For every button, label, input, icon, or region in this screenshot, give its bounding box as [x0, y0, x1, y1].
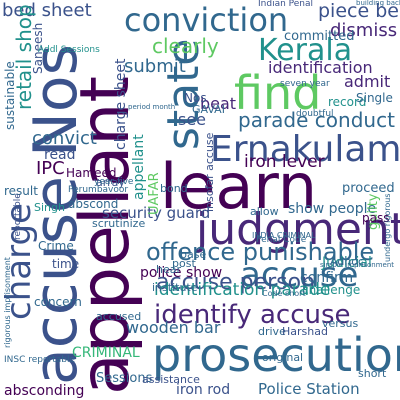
word-confirm: confirm — [300, 270, 354, 286]
word-admit: admit — [344, 72, 391, 91]
word-result: result — [4, 184, 38, 198]
word-see: see — [178, 110, 207, 129]
word-pass: pass — [362, 211, 390, 225]
word-drive: drive — [258, 325, 286, 338]
word-show-people: show people — [288, 201, 377, 217]
word-allow: allow — [250, 205, 279, 218]
word-read: read — [44, 147, 76, 163]
word-identification-parade: identification parade — [154, 280, 331, 300]
word-short: short — [358, 367, 387, 380]
word-india-criminal: INDIA CRIMINAL — [252, 231, 316, 240]
word-code-short: Code short — [262, 289, 306, 298]
word-criminal: CRIMINAL — [72, 345, 140, 361]
word-piece-bed: piece bed — [318, 0, 400, 22]
word-dismiss: dismiss — [330, 20, 398, 41]
word-harshad: Harshad — [282, 325, 328, 338]
word-versus: versus — [322, 317, 359, 330]
word-seven-year: seven year — [280, 79, 330, 89]
word-iron-rod: iron rod — [176, 382, 231, 398]
word-accuse: accuse — [240, 255, 359, 295]
word-doubtful: doubtful — [296, 109, 334, 119]
word-penal-code: Penal Code — [256, 235, 307, 245]
word-bond: bond — [160, 182, 188, 195]
word-submit: submit — [124, 56, 186, 77]
word-singh: Singh — [34, 201, 65, 214]
word-iron-lever: iron lever — [244, 152, 325, 172]
word-original: original — [262, 351, 304, 364]
word-find: find — [234, 66, 322, 120]
word-abscond: abscond — [68, 197, 119, 211]
word-single: Single — [356, 91, 393, 105]
word-hameed: Hameed — [66, 166, 117, 180]
word-wooden-bar: wooden bar — [126, 318, 221, 337]
word-building-back: building back — [356, 0, 400, 7]
word-convict: convict — [32, 128, 97, 149]
word-identify-accuse: identify accuse — [154, 300, 351, 330]
word-ernakulam: Ernakulam — [210, 129, 400, 170]
word-gavai: GAVAI — [192, 103, 225, 116]
word-charge-sheet: charge sheet — [113, 58, 129, 151]
word-prosecution: prosecution — [152, 328, 400, 382]
word-identification: identification — [268, 58, 373, 77]
word-offence-punishable: offence punishable — [146, 238, 375, 266]
word-proceed: proceed — [342, 181, 395, 196]
word-bed-sheet: bed sheet — [2, 0, 92, 21]
word-insofar-accuse: insofar accuse — [203, 132, 216, 212]
word-record: record — [328, 95, 367, 109]
word-nos: Nos — [184, 91, 207, 105]
word-institute: institute — [152, 281, 198, 294]
word-reportable: reportable — [13, 193, 23, 240]
word-appellant-small: appellant — [131, 134, 147, 200]
word-sustainable: sustainable — [3, 61, 17, 130]
word-period-month: period month — [128, 103, 176, 111]
word-clearly: clearly — [152, 34, 219, 58]
word-beat: beat — [200, 94, 237, 113]
word-learn: learn — [160, 150, 318, 223]
word-concern: concern — [34, 295, 82, 309]
word-perumbavoor: Perumbavoor — [68, 185, 129, 195]
word-judgment: judgment — [196, 204, 400, 255]
word-sessions: Sessions — [96, 371, 153, 386]
word-committed: committed — [284, 29, 355, 44]
word-conviction: conviction — [124, 1, 289, 39]
word-accuse-person: accuse person — [156, 270, 316, 295]
word-police-show: police show — [140, 265, 223, 281]
word-base: base — [180, 248, 207, 261]
word-hear: hear — [156, 263, 182, 276]
word-parade-conduct: parade conduct — [238, 108, 395, 132]
word-scrutinize: scrutinize — [92, 217, 146, 230]
word-indian-penal: Indian Penal — [258, 0, 314, 9]
word-rigorous-imprisonment: rigorous imprisonment — [3, 257, 12, 348]
word-adhoc: Adhoc — [330, 255, 365, 268]
word-simple-imprisonment: simple imprisonment — [320, 261, 395, 269]
word-addl-sessions: Addl Sessions — [38, 45, 100, 55]
word-police-station: Police Station — [258, 380, 360, 398]
word-assistance: assistance — [142, 373, 200, 386]
word-crime: Crime — [38, 239, 74, 253]
word-insc-reportable: INSC reportable — [4, 355, 75, 365]
word-kerala: Kerala — [258, 33, 353, 68]
word-post: post — [172, 257, 196, 270]
word-array: array — [96, 176, 125, 189]
word-absconding: absconding — [4, 383, 85, 399]
word-time: time — [52, 257, 80, 271]
word-security-guard: security guard — [102, 204, 211, 222]
word-year-five: year five — [94, 177, 134, 187]
word-challenge: challenge — [302, 283, 361, 297]
word-accused: accused — [96, 310, 142, 323]
word-undergo-rigorous: undergo rigorous — [383, 193, 392, 262]
word-ipc: IPC — [36, 158, 65, 179]
word-judicial: Judicial — [322, 255, 372, 271]
